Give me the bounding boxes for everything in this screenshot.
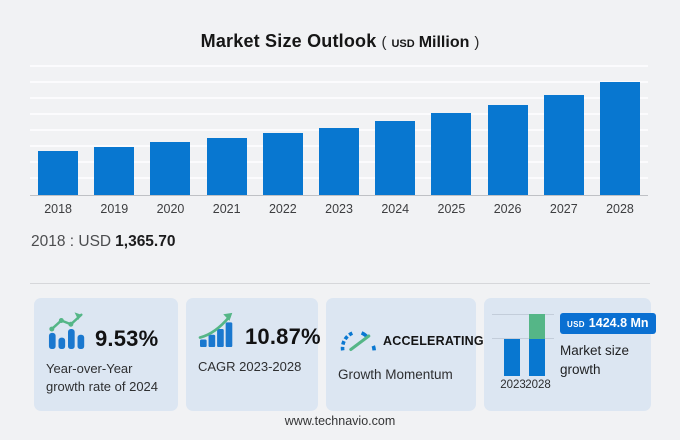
card-yoy-growth: 9.53% Year-over-Year growth rate of 2024 bbox=[34, 298, 178, 411]
unit-paren-close: ) bbox=[474, 34, 480, 51]
x-tick-label: 2019 bbox=[100, 202, 129, 216]
bar-chart-trend-line-icon bbox=[46, 310, 90, 350]
gridline bbox=[30, 112, 648, 115]
x-tick-label: 2024 bbox=[381, 202, 410, 216]
bar-chart-growth-arrow-icon bbox=[198, 310, 240, 348]
bar-2024 bbox=[375, 121, 416, 195]
base-year-annotation: 2018 : USD 1,365.70 bbox=[31, 233, 175, 251]
cagr-value: 10.87% bbox=[245, 324, 321, 349]
momentum-value: ACCELERATING bbox=[383, 333, 484, 348]
x-tick-label: 2021 bbox=[212, 202, 241, 216]
card-growth-momentum: ACCELERATING Growth Momentum bbox=[326, 298, 484, 411]
gridline bbox=[30, 64, 648, 67]
bar-2027 bbox=[543, 94, 584, 195]
source-url: www.technavio.com bbox=[284, 414, 396, 428]
bar-2022 bbox=[262, 132, 303, 195]
bar-2019 bbox=[94, 147, 135, 195]
mini-x-label-2023: 2023 bbox=[500, 379, 526, 391]
bar-slot bbox=[480, 62, 536, 195]
bar-slot bbox=[536, 62, 592, 195]
bar-slot bbox=[367, 62, 423, 195]
bar-slot bbox=[30, 62, 86, 195]
mini-bar-2023 bbox=[504, 339, 520, 376]
gridline bbox=[30, 80, 648, 83]
badge-value: 1424.8 Mn bbox=[588, 316, 649, 330]
unit-paren-open: ( bbox=[381, 34, 387, 51]
mini-bar-2028 bbox=[529, 314, 545, 376]
bar-slot bbox=[86, 62, 142, 195]
bar-slot bbox=[311, 62, 367, 195]
x-axis-labels: 2018 2019 2020 2021 2022 2023 2024 2025 2026 2027… bbox=[30, 202, 648, 216]
mini-plot-area bbox=[492, 314, 554, 376]
bar-slot bbox=[255, 62, 311, 195]
yoy-growth-caption: Year-over-Year growth rate of 2024 bbox=[46, 361, 159, 395]
bar-2025 bbox=[431, 113, 472, 195]
growth-value-badge: USD 1424.8 Mn bbox=[560, 313, 656, 334]
x-tick-label: 2026 bbox=[493, 202, 522, 216]
bar-2028 bbox=[599, 82, 640, 195]
bars-container bbox=[30, 62, 648, 195]
divider-line bbox=[30, 283, 650, 284]
x-tick-label: 2022 bbox=[268, 202, 297, 216]
badge-currency: USD bbox=[567, 320, 585, 329]
market-size-growth-caption: Market size growth bbox=[560, 343, 630, 378]
x-tick-label: 2025 bbox=[437, 202, 466, 216]
base-segment bbox=[529, 339, 545, 376]
x-tick-label: 2027 bbox=[549, 202, 578, 216]
card-market-size-growth: 2023 2028 USD 1424.8 Mn Market size grow… bbox=[484, 298, 656, 411]
bar-2020 bbox=[150, 142, 191, 195]
bar-2026 bbox=[487, 104, 528, 195]
base-year-value: 1,365.70 bbox=[115, 233, 176, 250]
cagr-caption: CAGR 2023-2028 bbox=[198, 359, 302, 374]
bar-2023 bbox=[319, 127, 360, 195]
gridline bbox=[30, 96, 648, 99]
growth-segment bbox=[529, 314, 545, 340]
x-tick-label: 2023 bbox=[325, 202, 353, 216]
x-tick-label: 2028 bbox=[606, 202, 634, 216]
bar-slot bbox=[592, 62, 648, 195]
base-year-label: 2018 : USD bbox=[31, 233, 112, 250]
mini-gridline-mid bbox=[492, 338, 554, 340]
x-tick-label: 2020 bbox=[156, 202, 185, 216]
speedometer-icon bbox=[338, 327, 378, 354]
chart-title: Market Size Outlook ( USD Million ) bbox=[0, 31, 680, 52]
card-cagr: 10.87% CAGR 2023-2028 bbox=[186, 298, 321, 411]
mini-bar-chart: 2023 2028 bbox=[492, 308, 554, 403]
plot-area bbox=[30, 62, 648, 196]
bar-2021 bbox=[206, 138, 247, 195]
unit-currency: USD bbox=[391, 38, 415, 50]
mini-gridline-top bbox=[492, 314, 554, 315]
bar-slot bbox=[142, 62, 198, 195]
bar-slot bbox=[199, 62, 255, 195]
unit-label: Million bbox=[418, 34, 470, 51]
yoy-growth-value: 9.53% bbox=[95, 326, 159, 351]
momentum-caption: Growth Momentum bbox=[338, 367, 453, 382]
x-tick-label: 2018 bbox=[44, 202, 72, 216]
mini-x-label-2028: 2028 bbox=[525, 379, 551, 391]
stat-cards-row: 9.53% Year-over-Year growth rate of 2024… bbox=[34, 298, 656, 411]
chart-title-text: Market Size Outlook bbox=[200, 31, 377, 51]
bar-slot bbox=[423, 62, 479, 195]
bar-2018 bbox=[38, 151, 79, 195]
bar-chart: 2018 2019 2020 2021 2022 2023 2024 2025 2026 2027… bbox=[30, 62, 648, 216]
